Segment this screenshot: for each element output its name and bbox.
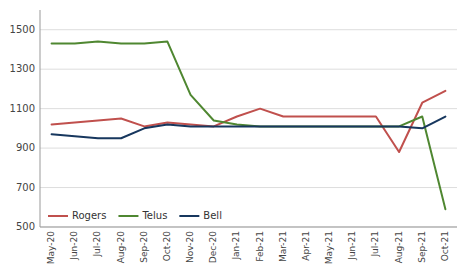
y-tick-label: 700 bbox=[16, 182, 35, 193]
y-tick-label: 1100 bbox=[10, 103, 35, 114]
y-tick-label: 900 bbox=[16, 142, 35, 153]
legend-label: Rogers bbox=[72, 210, 106, 221]
grid-line bbox=[40, 69, 457, 70]
grid-line bbox=[40, 148, 457, 149]
grid-line bbox=[40, 187, 457, 188]
legend-swatch bbox=[48, 215, 68, 217]
x-tick-label: Apr-21 bbox=[301, 231, 311, 261]
x-tick-label: May-21 bbox=[324, 231, 334, 264]
grid bbox=[40, 30, 457, 227]
y-tick-label: 1300 bbox=[10, 63, 35, 74]
x-tick-label: Feb-21 bbox=[255, 231, 265, 262]
x-tick-label: Nov-20 bbox=[185, 231, 195, 263]
y-tick-label: 1500 bbox=[10, 24, 35, 35]
line bbox=[52, 117, 446, 139]
legend-swatch bbox=[118, 215, 138, 217]
x-tick-label: Aug-20 bbox=[116, 231, 126, 264]
x-tick-label: Jul-21 bbox=[370, 231, 380, 258]
x-tick-label: Oct-21 bbox=[440, 231, 450, 261]
legend: Rogers Telus Bell bbox=[48, 210, 222, 221]
legend-swatch bbox=[179, 215, 199, 217]
x-tick-label: May-20 bbox=[46, 231, 56, 264]
x-tick-label: Sep-20 bbox=[139, 231, 149, 263]
line bbox=[52, 42, 446, 210]
x-tick-label: Sep-21 bbox=[417, 231, 427, 263]
series-lines bbox=[52, 42, 446, 210]
x-tick-label: Jun-21 bbox=[347, 231, 357, 261]
y-tick-label: 500 bbox=[16, 221, 35, 232]
grid-line bbox=[40, 227, 457, 228]
x-tick-label: Mar-21 bbox=[278, 231, 288, 262]
legend-label: Telus bbox=[141, 210, 167, 221]
x-tick-label: Jul-20 bbox=[92, 231, 102, 258]
x-tick-label: Oct-20 bbox=[162, 231, 172, 262]
x-tick-label: Jun-20 bbox=[69, 231, 79, 261]
chart: 500 700 900 1100 1300 1500 May-20 Jun-20 Jul-20 A… bbox=[0, 0, 467, 269]
grid-line bbox=[40, 108, 457, 109]
x-tick-label: Jan-21 bbox=[231, 231, 241, 261]
x-tick-label: Dec-20 bbox=[208, 231, 218, 263]
y-axis-line bbox=[40, 10, 41, 227]
x-tick-label: Aug-21 bbox=[394, 231, 404, 263]
grid-line bbox=[40, 29, 457, 30]
x-axis-line bbox=[40, 227, 457, 228]
legend-label: Bell bbox=[203, 210, 222, 221]
line bbox=[52, 91, 446, 152]
